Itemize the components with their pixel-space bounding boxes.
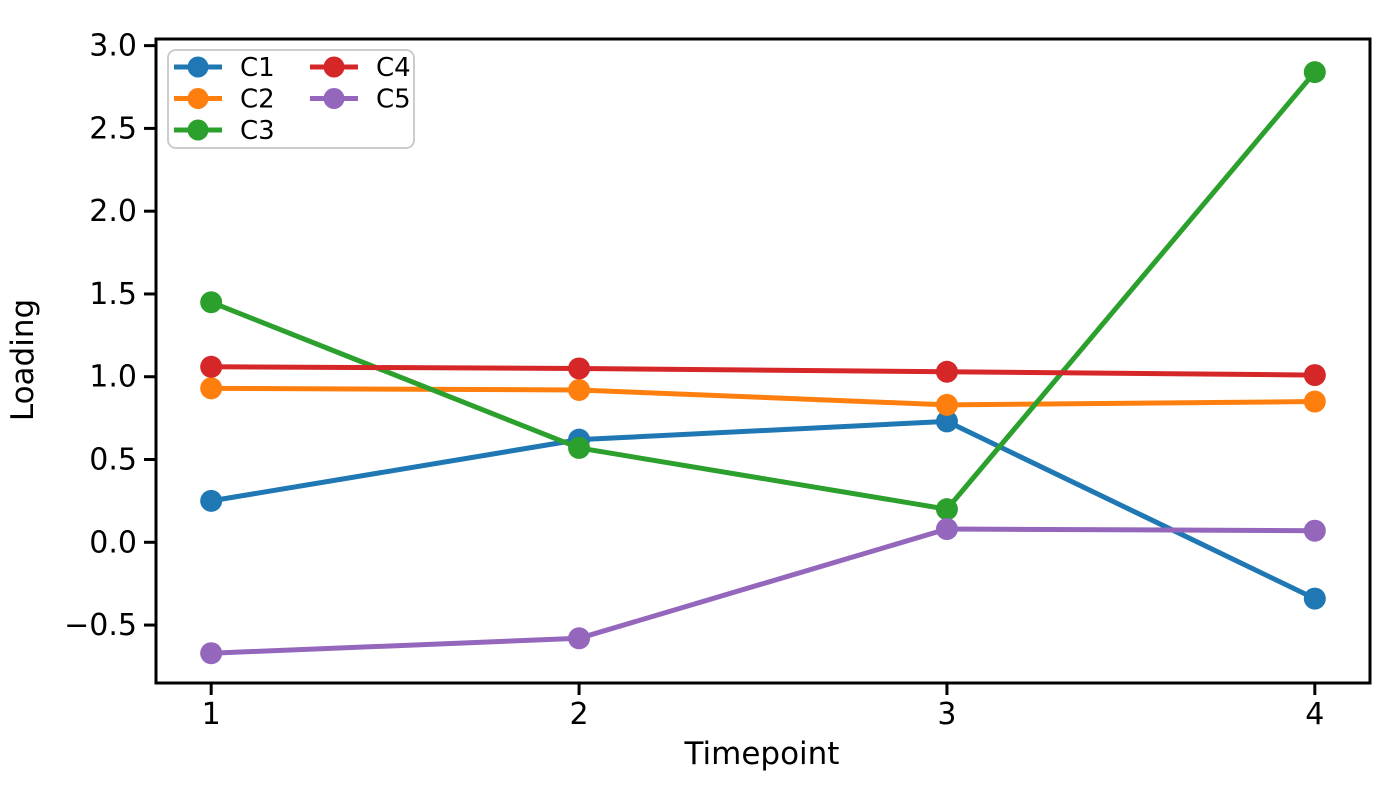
series-line-C5 bbox=[211, 526, 1315, 656]
series-layer bbox=[200, 61, 1326, 665]
data-point-C4-4 bbox=[1303, 364, 1326, 387]
data-point-C4-1 bbox=[200, 355, 223, 378]
series-line-C1 bbox=[210, 418, 1316, 601]
series-line-C4 bbox=[211, 364, 1315, 378]
plot-frame bbox=[154, 37, 1372, 685]
y-tick-label: 1.0 bbox=[89, 360, 137, 395]
data-point-C3-4 bbox=[1303, 61, 1326, 84]
legend-entry-C2: C2 bbox=[174, 85, 275, 115]
legend-entry-C3: C3 bbox=[174, 116, 275, 146]
y-tick-label: 1.5 bbox=[89, 277, 137, 312]
legend-swatch-marker bbox=[187, 88, 209, 109]
data-point-C2-2 bbox=[568, 378, 591, 401]
data-point-C5-3 bbox=[935, 518, 958, 541]
x-tick-label: 2 bbox=[570, 697, 589, 732]
x-axis-label: Timepoint bbox=[684, 736, 840, 772]
legend-entry-C5: C5 bbox=[310, 85, 411, 115]
x-tick-label: 1 bbox=[202, 697, 221, 732]
data-point-C1-4 bbox=[1303, 587, 1326, 610]
legend-entry-C1: C1 bbox=[174, 53, 275, 83]
data-point-C4-2 bbox=[568, 357, 591, 380]
y-tick-label: 2.0 bbox=[89, 194, 137, 229]
legend-entry-C4: C4 bbox=[310, 53, 411, 83]
data-point-C3-1 bbox=[200, 291, 223, 314]
data-point-C3-2 bbox=[568, 436, 591, 459]
legend-box bbox=[167, 49, 415, 149]
legend-entry-label: C4 bbox=[376, 53, 411, 83]
legend-swatch-marker bbox=[323, 56, 345, 78]
data-point-C3-3 bbox=[935, 498, 958, 521]
data-point-C2-3 bbox=[935, 393, 958, 416]
legend-entry-label: C2 bbox=[240, 85, 275, 115]
series-line-C2 bbox=[211, 385, 1315, 408]
legend-entry-label: C3 bbox=[240, 116, 275, 146]
y-tick-label: 0.0 bbox=[89, 525, 137, 560]
y-tick-label: −0.5 bbox=[64, 608, 137, 643]
y-tick-label: 0.5 bbox=[89, 443, 137, 478]
data-point-C5-2 bbox=[568, 627, 591, 650]
data-point-C2-4 bbox=[1303, 390, 1326, 413]
legend-swatch-marker bbox=[323, 88, 345, 109]
data-point-C2-1 bbox=[200, 377, 223, 400]
legend-swatch-marker bbox=[187, 56, 209, 78]
series-line-C3 bbox=[210, 70, 1317, 512]
legend-entry-label: C1 bbox=[240, 53, 275, 83]
legend-entry-label: C5 bbox=[376, 85, 411, 115]
x-tick-label: 4 bbox=[1305, 697, 1324, 732]
axes-layer: 1 2 3 4 −0.5 0.0 0.5 1.0 1.5 2.0 2.5 3.0 bbox=[64, 29, 1372, 732]
y-axis-label: Loading bbox=[5, 299, 41, 421]
x-tick-label: 3 bbox=[937, 697, 956, 732]
legend-swatch-marker bbox=[187, 119, 209, 141]
data-point-C1-1 bbox=[200, 489, 223, 512]
y-tick-label: 3.0 bbox=[89, 29, 137, 64]
data-point-C1-3 bbox=[935, 410, 958, 433]
data-point-C5-4 bbox=[1303, 519, 1326, 542]
data-point-C4-3 bbox=[935, 360, 958, 383]
data-point-C5-1 bbox=[200, 642, 223, 665]
y-tick-label: 2.5 bbox=[89, 111, 137, 146]
